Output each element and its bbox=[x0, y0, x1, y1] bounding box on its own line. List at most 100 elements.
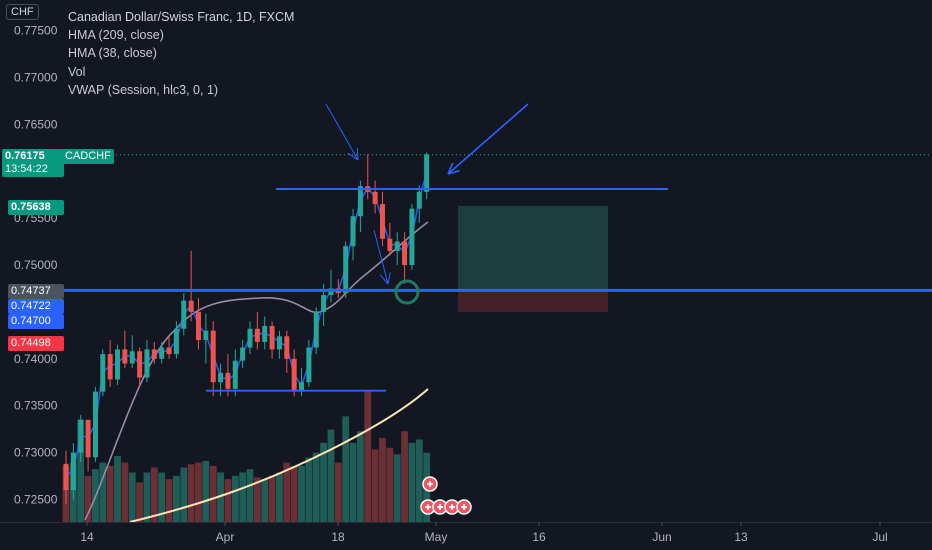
candle-body bbox=[240, 347, 246, 361]
volume-bar bbox=[401, 431, 408, 522]
candle-body bbox=[144, 349, 150, 378]
vwap-line bbox=[65, 171, 428, 477]
candle-body bbox=[232, 360, 238, 389]
volume-bar bbox=[327, 429, 335, 522]
volume-bar bbox=[202, 460, 210, 522]
volume-bar bbox=[84, 475, 92, 522]
y-tick-label: 0.73000 bbox=[14, 446, 58, 460]
legend-indicator[interactable]: VWAP (Session, hlc3, 0, 1) bbox=[68, 82, 219, 97]
candle-body bbox=[137, 351, 143, 378]
candles bbox=[63, 152, 430, 505]
candle-body bbox=[203, 330, 209, 341]
candle-body bbox=[409, 208, 415, 265]
stop-loss-zone bbox=[458, 289, 608, 312]
y-tick-label: 0.77000 bbox=[14, 70, 58, 84]
volume-bar bbox=[121, 462, 129, 522]
price-badge-stop: 0.74498 bbox=[8, 336, 64, 351]
current-price-badge: 0.76175 13:54:22 bbox=[2, 149, 64, 177]
volume-bar bbox=[173, 475, 180, 522]
volume-bar bbox=[357, 431, 364, 522]
candle-body bbox=[291, 358, 297, 392]
arrow-icon bbox=[447, 103, 529, 175]
volume-bar bbox=[364, 390, 372, 522]
candle-body bbox=[284, 336, 290, 359]
candle-body bbox=[181, 300, 187, 329]
hma-209-line bbox=[129, 388, 429, 523]
candle-body bbox=[424, 154, 430, 192]
y-tick-label: 0.77500 bbox=[14, 24, 58, 38]
volume-bar bbox=[261, 479, 269, 522]
hma-38-line bbox=[84, 221, 429, 521]
candle-body bbox=[394, 241, 400, 251]
volume-bar bbox=[342, 416, 350, 522]
candle-body bbox=[306, 347, 312, 383]
candle-body bbox=[100, 354, 106, 392]
position-zones bbox=[60, 154, 932, 312]
legend-indicator[interactable]: HMA (209, close) bbox=[68, 28, 164, 43]
price-badge-take-profit: 0.75638 bbox=[8, 200, 64, 215]
candle-body bbox=[210, 330, 216, 383]
marker-circle bbox=[394, 279, 420, 305]
volume-bar bbox=[334, 462, 342, 522]
candle-body bbox=[159, 347, 165, 359]
x-tick-label: 18 bbox=[331, 530, 345, 544]
price-badge-hma: 0.74722 bbox=[8, 299, 64, 314]
candle-body bbox=[107, 354, 113, 380]
volume-bar bbox=[158, 472, 166, 522]
candle-body bbox=[225, 372, 231, 389]
candle-body bbox=[262, 325, 268, 342]
currency-button[interactable]: CHF bbox=[6, 4, 39, 20]
volume-bar bbox=[408, 442, 416, 522]
candle-body bbox=[343, 246, 349, 294]
countdown-timer: 13:54:22 bbox=[5, 163, 48, 175]
volume-bar bbox=[180, 467, 188, 522]
volume-bar bbox=[187, 464, 195, 522]
volume-bar bbox=[386, 447, 394, 522]
volume-bar bbox=[298, 465, 305, 522]
drawings bbox=[60, 103, 932, 515]
candle-body bbox=[151, 349, 157, 359]
legend-title: Canadian Dollar/Swiss Franc, 1D, FXCM bbox=[68, 10, 295, 24]
y-tick-label: 0.76500 bbox=[14, 117, 58, 131]
volume-bar bbox=[379, 437, 386, 522]
candle-body bbox=[269, 325, 275, 350]
candle-body bbox=[379, 204, 385, 239]
arrow-icon bbox=[325, 103, 359, 161]
volume-bar bbox=[246, 469, 254, 522]
take-profit-zone bbox=[458, 205, 608, 290]
volume-bar bbox=[128, 472, 136, 522]
volume-bar bbox=[195, 462, 202, 522]
volume-bar bbox=[239, 472, 247, 522]
candle-body bbox=[122, 349, 128, 364]
y-tick-label: 0.73500 bbox=[14, 399, 58, 413]
arrow-icon bbox=[373, 229, 391, 285]
candle-body bbox=[70, 452, 76, 491]
candle-body bbox=[166, 347, 172, 355]
volume-bar bbox=[114, 456, 121, 522]
candle-body bbox=[247, 328, 253, 348]
volume-bar bbox=[99, 462, 107, 522]
x-tick-label: 13 bbox=[734, 530, 748, 544]
current-price-value: 0.76175 bbox=[5, 150, 45, 162]
price-badge-line: 0.74700 bbox=[8, 314, 64, 329]
legend-indicator[interactable]: HMA (38, close) bbox=[68, 46, 157, 61]
candle-body bbox=[416, 191, 422, 209]
volume-bar bbox=[224, 479, 232, 522]
volume-bar bbox=[393, 454, 401, 522]
volume-bar bbox=[136, 482, 143, 522]
event-icon bbox=[422, 476, 438, 492]
candle-body bbox=[85, 419, 91, 458]
candle-body bbox=[173, 328, 179, 355]
volume-bar bbox=[305, 457, 313, 522]
candle-body bbox=[78, 419, 84, 453]
volume-bar bbox=[290, 465, 298, 522]
volume-bar bbox=[143, 472, 151, 522]
volume-bar bbox=[253, 477, 261, 522]
x-tick-label: Jul bbox=[872, 530, 887, 544]
candle-body bbox=[129, 351, 135, 364]
legend-indicator[interactable]: Vol bbox=[68, 64, 86, 79]
candle-body bbox=[276, 336, 282, 350]
candle-body bbox=[372, 191, 378, 205]
event-icon bbox=[456, 499, 472, 515]
y-tick-label: 0.74000 bbox=[14, 352, 58, 366]
